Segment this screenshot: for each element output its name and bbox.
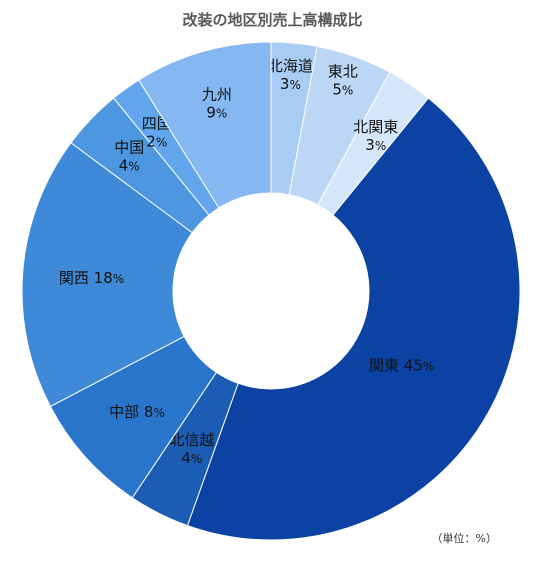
- slice-label-4: 北信越 4%: [169, 431, 214, 467]
- slice-label-5: 中部 8%: [109, 403, 165, 421]
- slice-label-1: 東北 5%: [328, 62, 358, 98]
- slice-label-9: 九州 9%: [202, 86, 232, 122]
- slice-9: [138, 41, 272, 209]
- unit-note: （単位：%）: [431, 532, 497, 545]
- slice-6: [21, 142, 193, 408]
- slice-label-0: 北海道 3%: [268, 57, 313, 93]
- slice-label-2: 北関東 3%: [353, 118, 398, 154]
- slice-3: [186, 97, 521, 541]
- chart-title: 改装の地区別売上高構成比: [182, 11, 363, 29]
- slice-label-6: 関西 18%: [59, 269, 124, 287]
- slice-label-3: 関東 45%: [369, 357, 434, 375]
- slice-label-7: 中国 4%: [114, 139, 144, 175]
